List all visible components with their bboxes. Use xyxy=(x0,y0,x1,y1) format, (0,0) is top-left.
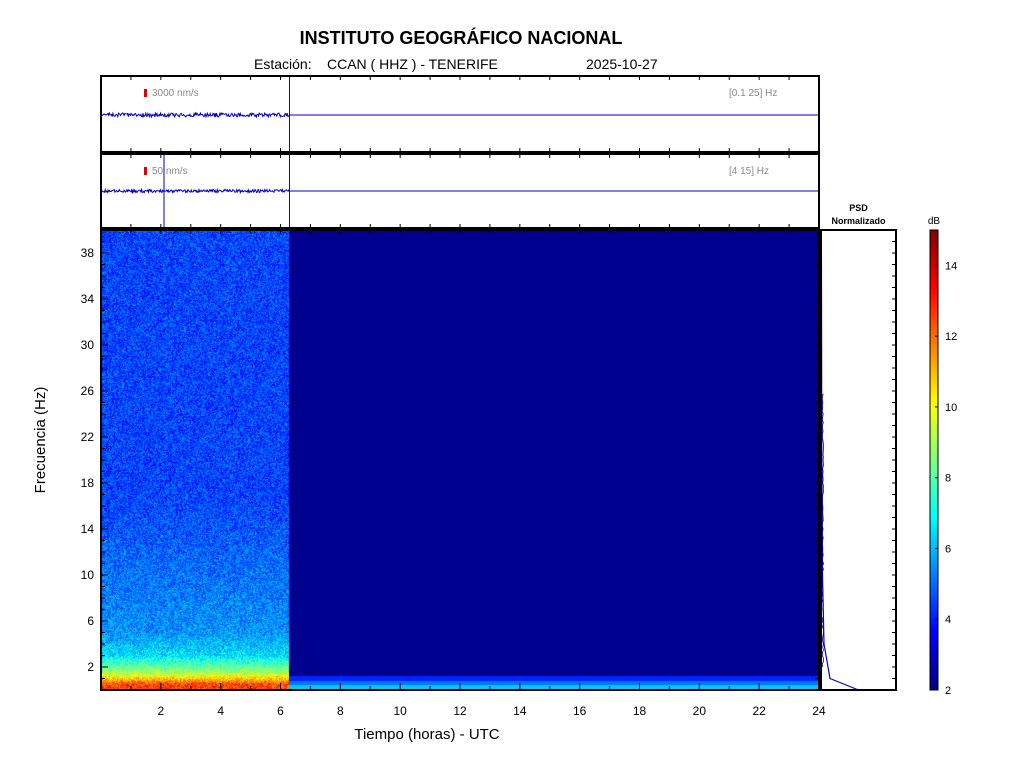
y-tick-label: 2 xyxy=(87,660,94,674)
waveform-filtered-scale-bar xyxy=(144,167,147,175)
figure-title: INSTITUTO GEOGRÁFICO NACIONAL xyxy=(299,28,623,48)
waveform-broadband-scale-label: 3000 nm/s xyxy=(152,88,199,99)
psd-curve xyxy=(820,229,859,691)
y-tick-label: 10 xyxy=(81,568,95,582)
colorbar-tick-label: 6 xyxy=(945,543,951,555)
station-name: CCAN ( HHZ ) - TENERIFE xyxy=(327,56,498,72)
date-label: 2025-10-27 xyxy=(586,56,658,72)
x-tick-label: 2 xyxy=(157,704,164,718)
colorbar-tick-label: 2 xyxy=(945,685,951,697)
psd-frame xyxy=(820,229,897,691)
colorbar-tick-label: 8 xyxy=(945,473,951,485)
x-tick-label: 6 xyxy=(277,704,284,718)
x-axis-label: Tiempo (horas) - UTC xyxy=(354,726,499,743)
x-tick-label: 14 xyxy=(513,704,527,718)
x-tick-label: 20 xyxy=(693,704,707,718)
waveform-filtered-band-label: [4 15] Hz xyxy=(729,166,769,177)
psd-title-line2: Normalizado xyxy=(831,216,886,226)
y-axis-label: Frecuencia (Hz) xyxy=(32,387,49,494)
x-tick-label: 24 xyxy=(812,704,826,718)
x-tick-label: 8 xyxy=(337,704,344,718)
psd-title-line1: PSD xyxy=(849,203,868,213)
y-tick-label: 26 xyxy=(81,384,95,398)
x-tick-label: 18 xyxy=(633,704,647,718)
colorbar-tick-label: 4 xyxy=(945,614,951,626)
waveform-broadband-scale-bar xyxy=(144,89,147,97)
x-tick-label: 10 xyxy=(393,704,407,718)
waveform-filtered-trace-active xyxy=(100,187,290,195)
y-tick-label: 18 xyxy=(81,476,95,490)
colorbar-tick-label: 10 xyxy=(945,402,957,414)
waveform-broadband-frame xyxy=(100,75,820,153)
colorbar-tick-label: 14 xyxy=(945,260,957,272)
colorbar-tick-label: 12 xyxy=(945,331,957,343)
y-tick-label: 30 xyxy=(81,338,95,352)
waveform-broadband-band-label: [0.1 25] Hz xyxy=(729,88,777,99)
x-tick-label: 4 xyxy=(217,704,224,718)
colorbar-label: dB xyxy=(928,216,941,227)
y-tick-label: 38 xyxy=(81,246,95,260)
x-tick-label: 16 xyxy=(573,704,587,718)
waveform-filtered-scale-label: 50 nm/s xyxy=(152,166,188,177)
y-tick-label: 22 xyxy=(81,430,95,444)
colorbar-gradient xyxy=(930,230,938,690)
psd-noise xyxy=(821,393,825,668)
waveform-broadband-trace-active xyxy=(100,111,290,119)
y-tick-label: 34 xyxy=(81,292,95,306)
y-tick-label: 14 xyxy=(81,522,95,536)
x-tick-label: 22 xyxy=(752,704,766,718)
x-tick-label: 12 xyxy=(453,704,467,718)
station-label: Estación: xyxy=(254,56,312,72)
y-tick-label: 6 xyxy=(87,614,94,628)
colorbar-frame xyxy=(929,229,939,691)
spectrogram-image xyxy=(101,230,819,690)
